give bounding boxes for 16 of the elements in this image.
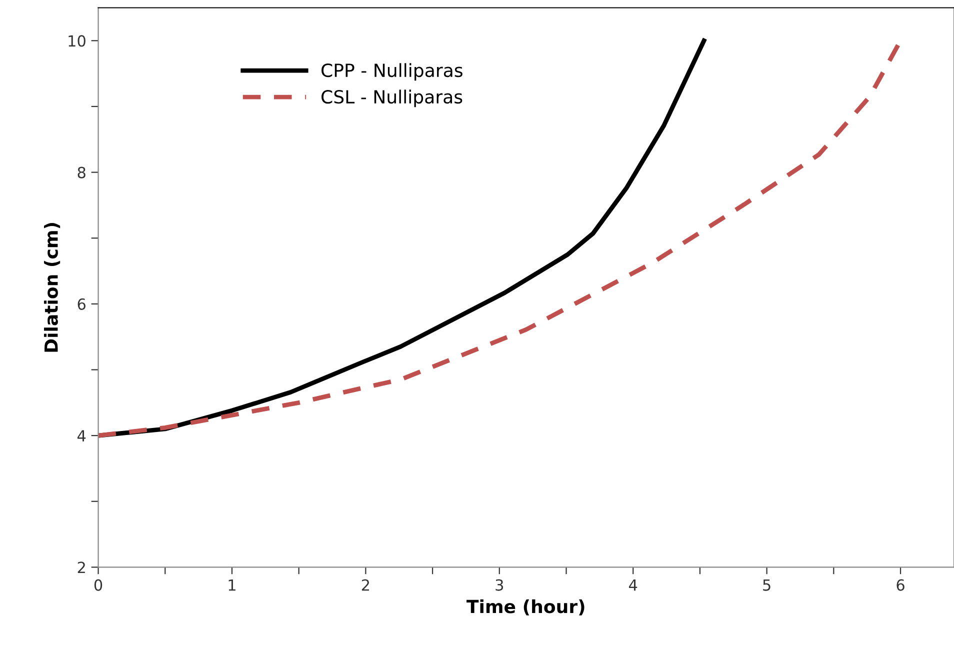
- x-tick-label: 2: [362, 579, 370, 591]
- x-axis-title: Time (hour): [466, 599, 584, 616]
- y-tick-label: 8: [78, 166, 86, 178]
- x-tick-label: 5: [763, 579, 770, 591]
- y-tick-label: 4: [77, 430, 86, 442]
- legend-label: CPP - Nulliparas: [322, 63, 462, 81]
- x-tick-label: 1: [228, 579, 236, 591]
- y-tick-label: 2: [78, 562, 85, 573]
- x-tick-label: 6: [896, 579, 904, 591]
- y-axis-title: Dilation (cm): [44, 223, 60, 352]
- y-tick-label: 6: [78, 298, 86, 310]
- x-tick-label: 4: [628, 579, 638, 591]
- y-tick-label: 10: [68, 35, 86, 47]
- legend-label: CSL - Nulliparas: [322, 90, 462, 108]
- x-tick-label: 3: [496, 579, 504, 591]
- x-tick-label: 0: [94, 579, 102, 591]
